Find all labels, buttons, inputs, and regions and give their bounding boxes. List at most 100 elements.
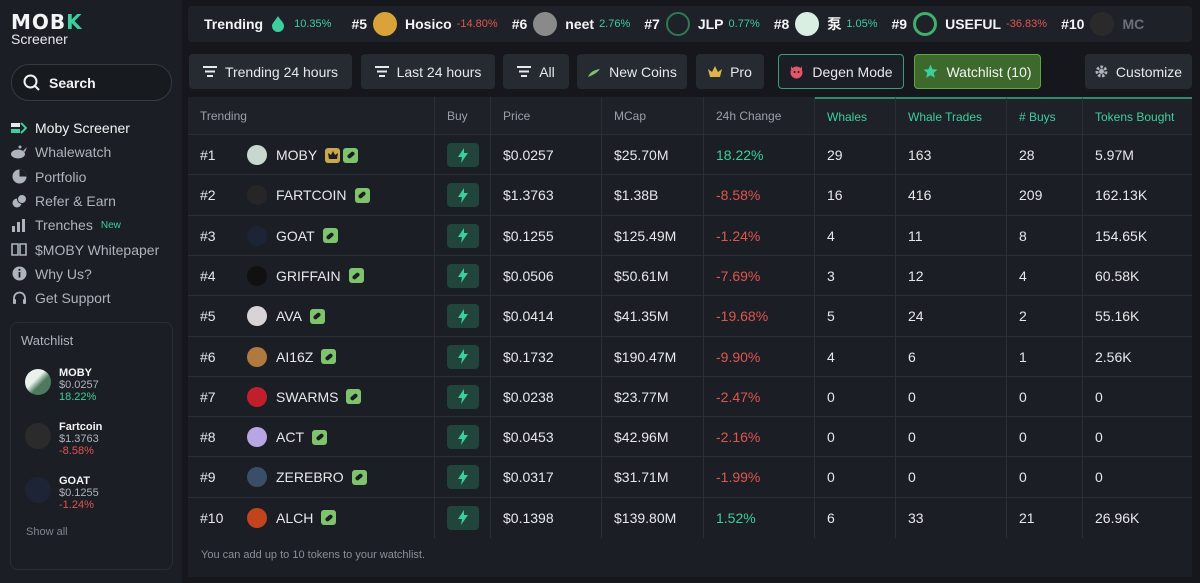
token-name[interactable]: AI16Z [276, 348, 314, 365]
ticker-item[interactable]: #10 MC [1061, 12, 1149, 36]
col-header-whale-trades[interactable]: Whale Trades [896, 97, 1007, 134]
filter-lines-icon [202, 66, 217, 77]
col-header-mcap[interactable]: MCap [602, 97, 704, 134]
sidebar-item-whalewatch[interactable]: Whalewatch [10, 140, 175, 164]
whale-trades-cell: 12 [896, 255, 1007, 296]
price-cell: $1.3763 [491, 175, 602, 216]
token-name[interactable]: ALCH [276, 509, 314, 526]
token-name[interactable]: ZEREBRO [276, 469, 344, 486]
logo[interactable]: MOBK Screener [11, 12, 83, 46]
table-row[interactable]: #2 FARTCOIN $1.3763 $1.38B -8.58% 16 416 209 162… [188, 174, 1192, 216]
ticker-rank: #9 [891, 16, 908, 32]
col-header-24h-change[interactable]: 24h Change [704, 97, 815, 134]
search-button[interactable]: Search [11, 64, 172, 101]
table-row[interactable]: #1 MOBY $0.0257 $25.70M 18.22% 29 163 28 5.97M [188, 134, 1192, 175]
col-header-whales[interactable]: Whales [815, 97, 896, 134]
last-24h-dropdown[interactable]: Last 24 hours [361, 54, 495, 89]
price-cell: $0.0414 [491, 296, 602, 337]
ticker-change: 2.76% [599, 18, 631, 30]
pro-button[interactable]: Pro [696, 54, 764, 89]
filter-label: All [539, 63, 555, 80]
table-row[interactable]: #5 AVA $0.0414 $41.35M -19.68% 5 24 2 55.16K [188, 295, 1192, 337]
token-name[interactable]: GRIFFAIN [276, 267, 341, 284]
tokens-bought-cell: 0 [1095, 469, 1103, 486]
star-icon [923, 64, 938, 79]
sidebar-item-refer-earn[interactable]: Refer & Earn [10, 189, 175, 213]
ticker-item[interactable]: #5 Hosico -14.80% [351, 12, 498, 36]
token-name[interactable]: ACT [276, 429, 304, 446]
whale-trades-cell: 163 [896, 135, 1007, 175]
ticker-item[interactable]: #6 neet 2.76% [512, 12, 631, 36]
token-name[interactable]: MOBY [276, 147, 318, 163]
quick-buy-button[interactable] [447, 505, 479, 530]
quick-buy-button[interactable] [447, 183, 479, 208]
token-name[interactable]: SWARMS [276, 388, 339, 405]
buys-cell: 209 [1007, 175, 1083, 216]
sidebar-item-portfolio[interactable]: Portfolio [10, 165, 175, 189]
quick-buy-button[interactable] [447, 143, 479, 167]
table-row[interactable]: #3 GOAT $0.1255 $125.49M -1.24% 4 11 8 154.65K [188, 214, 1192, 256]
filter-label: New Coins [609, 63, 677, 80]
new-coins-button[interactable]: New Coins [577, 54, 687, 89]
buy-cell [435, 215, 491, 256]
col-header-buys[interactable]: # Buys [1007, 97, 1083, 134]
token-name[interactable]: FARTCOIN [276, 187, 347, 204]
buys-cell: 0 [1007, 417, 1083, 458]
search-label: Search [49, 74, 96, 91]
ticker-item[interactable]: #7 JLP 0.77% [644, 12, 760, 36]
rank: #5 [200, 308, 216, 325]
quick-buy-button[interactable] [447, 425, 479, 450]
whales-cell: 3 [815, 255, 896, 296]
watchlist-item-moby[interactable]: MOBY $0.0257 18.22% [25, 367, 99, 403]
trending-24h-dropdown[interactable]: Trending 24 hours [189, 54, 352, 89]
rank: #6 [200, 348, 216, 365]
tokens-bought-cell: 162.13K [1095, 187, 1148, 204]
quick-buy-button[interactable] [447, 223, 479, 248]
table-row[interactable]: #10 ALCH $0.1398 $139.80M 1.52% 6 33 21 26.96K [188, 496, 1192, 538]
table-row[interactable]: #4 GRIFFAIN $0.0506 $50.61M -7.69% 3 12 4 60.58K [188, 254, 1192, 296]
sidebar-item-trenches[interactable]: Trenches New [10, 213, 175, 237]
sidebar-item-get-support[interactable]: Get Support [10, 286, 175, 310]
all-dropdown[interactable]: All [503, 54, 569, 89]
degen-mode-toggle[interactable]: Degen Mode [778, 54, 904, 89]
customize-button[interactable]: Customize [1085, 54, 1192, 89]
table-row[interactable]: #6 AI16Z $0.1732 $190.47M -9.90% 4 6 1 2.56K [188, 335, 1192, 377]
flame-icon [272, 16, 285, 32]
watchlist-item-fartcoin[interactable]: Fartcoin $1.3763 -8.58% [25, 421, 102, 457]
col-header-trending[interactable]: Trending [188, 97, 435, 134]
quick-buy-button[interactable] [447, 344, 479, 369]
sidebar-item-whitepaper[interactable]: $MOBY Whitepaper [10, 237, 175, 261]
watchlist-button[interactable]: Watchlist (10) [914, 54, 1041, 89]
token-name[interactable]: GOAT [276, 227, 315, 244]
ticker-item[interactable]: #9 USEFUL -36.83% [891, 12, 1048, 36]
filter-lines-icon [374, 66, 389, 77]
ticker-label: Trending [204, 16, 285, 32]
quick-buy-button[interactable] [447, 304, 479, 329]
tokens-bought-cell: 60.58K [1095, 267, 1140, 284]
watchlist-item-goat[interactable]: GOAT $0.1255 -1.24% [25, 475, 99, 511]
quick-buy-button[interactable] [447, 465, 479, 490]
sidebar-item-why-us[interactable]: Why Us? [10, 262, 175, 286]
buy-cell [435, 417, 491, 458]
ticker-change: -36.83% [1006, 18, 1048, 30]
table-row[interactable]: #7 SWARMS $0.0238 $23.77M -2.47% 0 0 0 0 [188, 375, 1192, 417]
watchlist-item-price: $0.0257 [59, 379, 99, 391]
pill-tag-icon [354, 187, 370, 203]
lightning-icon [458, 349, 468, 364]
sidebar-item-label: $MOBY Whitepaper [35, 241, 160, 258]
table-row[interactable]: #9 ZEREBRO $0.0317 $31.71M -1.99% 0 0 0 0 [188, 456, 1192, 498]
token-name[interactable]: AVA [276, 308, 302, 325]
token-avatar [665, 12, 690, 36]
whales-cell: 4 [815, 336, 896, 377]
ticker-item[interactable]: #8 泵 1.05% [774, 12, 878, 36]
ticker-rank: #8 [773, 16, 790, 32]
sidebar-item-moby-screener[interactable]: Moby Screener [10, 116, 175, 140]
col-header-tokens-bought[interactable]: Tokens Bought [1083, 97, 1192, 134]
quick-buy-button[interactable] [447, 384, 479, 409]
col-header-price[interactable]: Price [491, 97, 602, 134]
show-all-link[interactable]: Show all [26, 526, 68, 538]
col-header-buy: Buy [435, 97, 491, 134]
table-row[interactable]: #8 ACT $0.0453 $42.96M -2.16% 0 0 0 0 [188, 416, 1192, 458]
mcap-cell: $23.77M [602, 376, 704, 417]
quick-buy-button[interactable] [447, 263, 479, 288]
